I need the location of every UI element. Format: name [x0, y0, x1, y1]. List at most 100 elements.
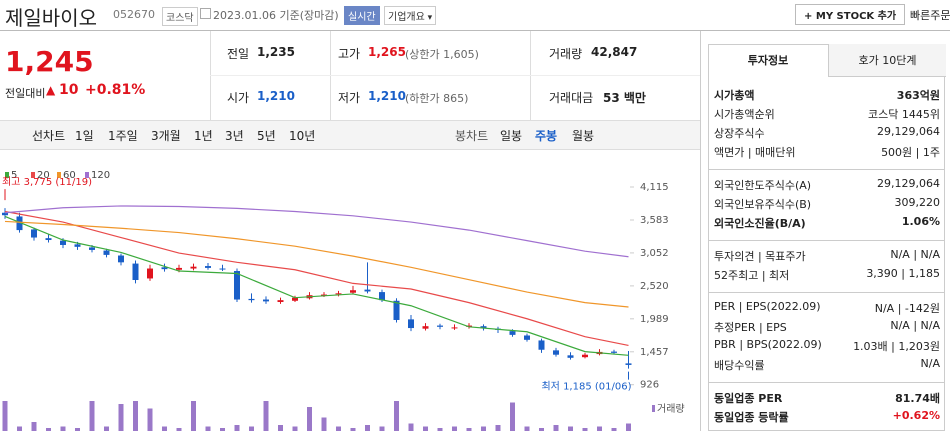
market-badge: 코스닥 — [162, 7, 198, 26]
candle-body — [176, 267, 182, 270]
info-value: 29,129,064 — [877, 177, 940, 190]
candle-body — [538, 340, 545, 350]
stock-code: 052670 — [113, 8, 155, 21]
volume-bar — [89, 401, 95, 431]
period-tab[interactable]: 5년 — [257, 129, 276, 143]
volume-bar — [31, 422, 37, 431]
line-chart-label: 선차트 — [32, 129, 66, 143]
info-value: 3,390 | 1,185 — [866, 267, 940, 280]
info-label: 외국인한도주식수(A) — [714, 179, 812, 192]
candle-tab[interactable]: 주봉 — [535, 129, 558, 143]
divider — [709, 292, 944, 293]
period-tab[interactable]: 3년 — [225, 129, 244, 143]
legend-label: 20 — [37, 170, 50, 181]
info-value: N/A — [920, 357, 940, 370]
volume-bar — [611, 428, 617, 431]
candle-body — [292, 297, 298, 301]
y-tick-label: 4,115 — [640, 182, 669, 193]
company-button[interactable]: 기업개요 — [384, 6, 437, 25]
volume-bar — [176, 428, 182, 431]
candle-body — [364, 289, 371, 292]
mystock-button[interactable]: MY STOCK 추가 — [795, 4, 906, 25]
volume-bar — [510, 402, 515, 431]
candle-body — [2, 212, 8, 216]
y-tick-label: 926 — [640, 380, 659, 391]
info-value: N/A | -142원 — [874, 302, 940, 315]
date-text: 2023.01.06 기준(장마감) — [213, 9, 339, 22]
volume-bar — [220, 428, 225, 431]
volume-bar — [437, 428, 443, 431]
chart-tab-bar — [0, 120, 700, 150]
candle-tab[interactable]: 월봉 — [572, 129, 595, 143]
info-value: 363억원 — [896, 89, 940, 102]
chart: 4,115 3,583 3,052 2,520 1,989 1,457 926 5 20 60 12… — [2, 170, 685, 431]
divider — [709, 382, 944, 383]
summary-label: 저가 — [338, 91, 361, 105]
candle-body — [16, 216, 23, 231]
info-label: 시가총액순위 — [714, 108, 775, 121]
volume-bar — [147, 408, 153, 431]
annotation: 최고 3,775 (11/19) — [2, 176, 92, 188]
candle-body — [74, 244, 81, 247]
period-tab[interactable]: 10년 — [289, 129, 316, 143]
summary-note: (하한가 865) — [405, 92, 469, 105]
info-value: 81.74배 — [895, 392, 940, 405]
volume-bar — [452, 426, 457, 431]
volume-bar — [75, 428, 80, 431]
quick-order[interactable]: 빠른주문 — [910, 9, 950, 22]
candle-body — [408, 319, 414, 329]
moving-average — [4, 220, 629, 308]
legend-label: 120 — [91, 170, 110, 181]
period-tab[interactable]: 1주일 — [108, 129, 138, 143]
summary-label: 거래대금 — [549, 91, 594, 105]
candle-body — [45, 238, 52, 241]
moving-average — [4, 215, 629, 356]
volume-bar — [626, 423, 631, 431]
candle-body — [437, 325, 443, 327]
up-arrow: ▲ — [46, 83, 56, 97]
candle-body — [118, 255, 124, 263]
volume-swatch — [652, 405, 655, 412]
volume-bar — [568, 426, 573, 431]
volume-bar — [481, 426, 486, 431]
volume-bar — [336, 426, 341, 431]
summary-note: (상한가 1,605) — [405, 48, 479, 61]
candle-body — [582, 354, 588, 358]
volume-bar — [553, 425, 559, 431]
divider — [210, 75, 700, 76]
y-tick-label: 3,052 — [640, 248, 669, 259]
calendar-icon — [200, 8, 211, 19]
volume-bar — [162, 426, 167, 431]
candle-tab[interactable]: 일봉 — [500, 129, 523, 143]
candle-chart-label: 봉차트 — [455, 129, 489, 143]
candle-body — [567, 355, 574, 358]
info-value: 309,220 — [894, 196, 941, 209]
info-label: 외국인보유주식수(B) — [714, 198, 812, 211]
info-value: 코스닥 1445위 — [868, 108, 940, 121]
info-label: 동일업종 PER — [714, 392, 783, 405]
candle-body — [480, 326, 487, 329]
summary-label: 거래량 — [549, 47, 583, 61]
volume-bar — [263, 401, 269, 431]
period-tab[interactable]: 1일 — [75, 129, 94, 143]
divider — [0, 30, 950, 31]
period-tab[interactable]: 1년 — [194, 129, 213, 143]
legend-label: 60 — [63, 170, 76, 181]
divider — [709, 240, 944, 241]
period-tab[interactable]: 3개월 — [151, 129, 181, 143]
volume-bar — [46, 428, 51, 431]
orderbook-tab[interactable]: 호가 10단계 — [828, 44, 946, 77]
realtime-badge[interactable]: 실시간 — [344, 6, 380, 25]
candle-body — [524, 335, 530, 340]
info-label: 배당수익률 — [714, 359, 765, 372]
summary-value: 53 백만 — [603, 91, 646, 105]
summary-label: 전일 — [227, 47, 250, 61]
info-tab[interactable]: 투자정보 — [747, 54, 789, 67]
candle-body — [335, 293, 342, 295]
divider — [709, 169, 944, 170]
volume-bar — [307, 407, 312, 431]
volume-bar — [423, 426, 428, 431]
volume-bar — [350, 428, 356, 431]
info-value: 1.06% — [901, 215, 940, 228]
